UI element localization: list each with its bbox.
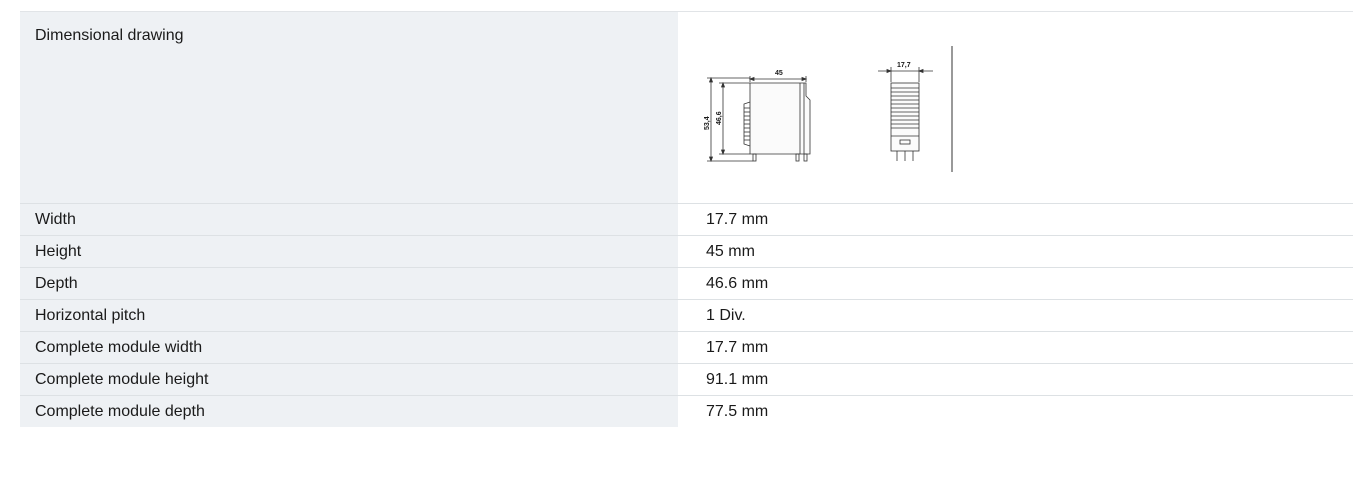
spec-row-complete-module-width: Complete module width 17.7 mm: [20, 332, 1353, 364]
spec-value: 45 mm: [706, 243, 755, 260]
spec-label: Complete module height: [20, 364, 678, 395]
spec-row-complete-module-height: Complete module height 91.1 mm: [20, 364, 1353, 396]
spec-label: Height: [20, 236, 678, 267]
spec-label: Depth: [20, 268, 678, 299]
spec-table: Dimensional drawing: [20, 11, 1353, 427]
spec-label: Complete module depth: [20, 396, 678, 427]
spec-label: Complete module width: [20, 332, 678, 363]
side-view-drawing: [878, 67, 933, 161]
spec-row-depth: Depth 46.6 mm: [20, 268, 1353, 300]
spec-value: 1 Div.: [706, 307, 746, 324]
spec-label: Horizontal pitch: [20, 300, 678, 331]
dimensional-drawing: 45 53,4 46,6: [704, 46, 953, 172]
spec-row-horizontal-pitch: Horizontal pitch 1 Div.: [20, 300, 1353, 332]
dim-label-height-inner: 46,6: [716, 111, 723, 125]
spec-value: 77.5 mm: [706, 403, 769, 420]
spec-value: 17.7 mm: [706, 339, 769, 356]
dimensional-drawing-cell: 45 53,4 46,6: [678, 12, 1353, 203]
front-view-drawing: [707, 76, 811, 163]
spec-row-width: Width 17.7 mm: [20, 204, 1353, 236]
spec-label: Width: [20, 204, 678, 235]
dim-label-width: 45: [775, 70, 783, 77]
spec-row-dimensional-drawing: Dimensional drawing: [20, 12, 1353, 204]
dim-label-height-outer: 53,4: [704, 116, 711, 130]
spec-row-complete-module-depth: Complete module depth 77.5 mm: [20, 396, 1353, 427]
spec-row-height: Height 45 mm: [20, 236, 1353, 268]
spec-value: 46.6 mm: [706, 275, 769, 292]
spec-value: 17.7 mm: [706, 211, 769, 228]
spec-label: Dimensional drawing: [20, 12, 678, 203]
dim-label-side-width: 17,7: [897, 62, 911, 69]
spec-value: 91.1 mm: [706, 371, 769, 388]
